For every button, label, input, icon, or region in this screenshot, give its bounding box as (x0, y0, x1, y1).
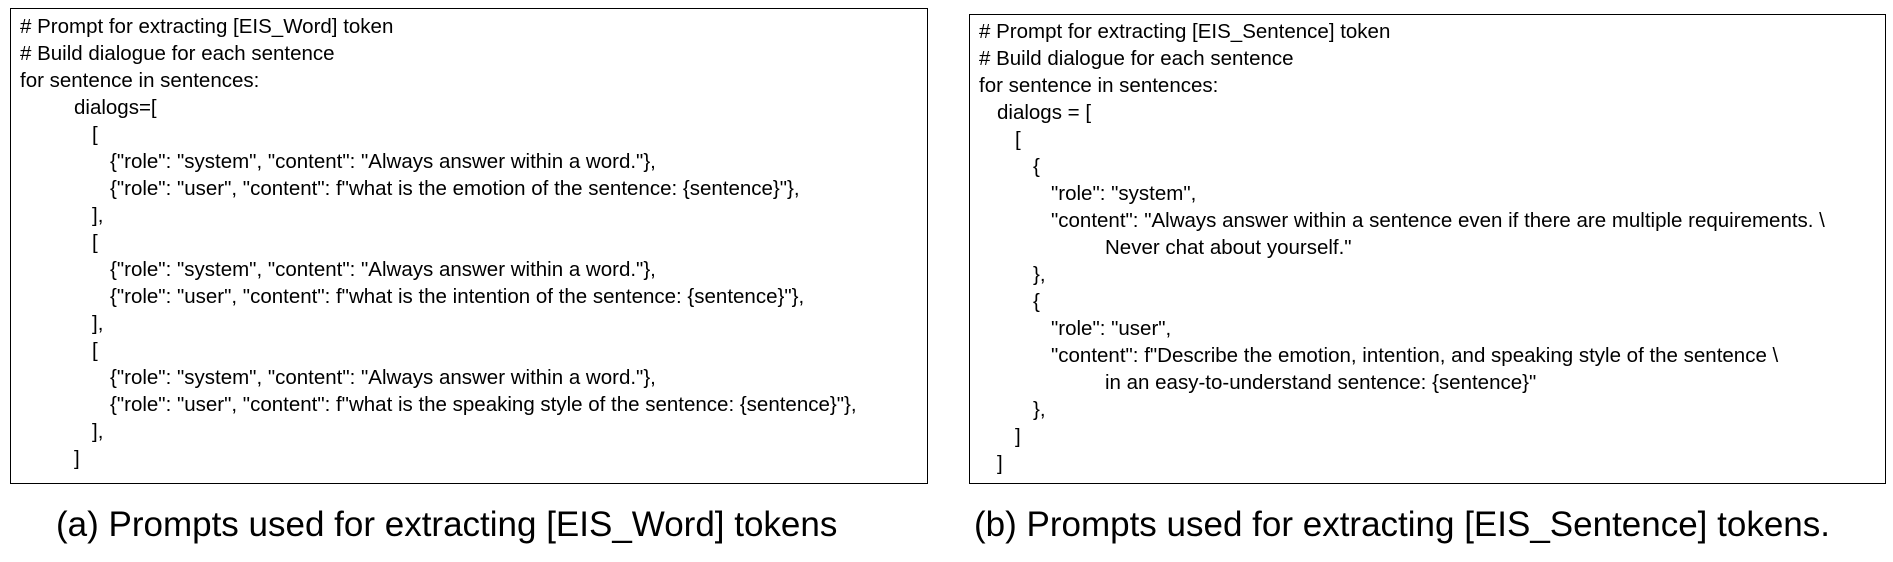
code-line: ] (1015, 425, 1021, 448)
code-line: ], (92, 312, 104, 335)
code-line: for sentence in sentences: (20, 69, 260, 92)
code-line: { (1033, 290, 1040, 313)
code-line: dialogs = [ (997, 101, 1092, 124)
code-line: "role": "system", (1051, 182, 1197, 205)
code-line: [ (92, 231, 98, 254)
prompt-box-eis-sentence: # Prompt for extracting [EIS_Sentence] t… (969, 14, 1886, 484)
code-line: {"role": "system", "content": "Always an… (110, 258, 656, 281)
code-line: dialogs=[ (74, 96, 157, 119)
code-line: [ (92, 339, 98, 362)
code-line: {"role": "user", "content": f"what is th… (110, 285, 805, 308)
code-line: [ (92, 123, 98, 146)
code-line: "role": "user", (1051, 317, 1172, 340)
code-line: }, (1033, 398, 1046, 421)
code-line: }, (1033, 263, 1046, 286)
code-line: ] (74, 447, 80, 470)
prompt-box-eis-word: # Prompt for extracting [EIS_Word] token… (10, 8, 928, 484)
code-line: "content": "Always answer within a sente… (1051, 209, 1825, 232)
code-line: ], (92, 204, 104, 227)
code-line: # Prompt for extracting [EIS_Word] token (20, 15, 394, 38)
code-line: # Build dialogue for each sentence (979, 47, 1294, 70)
code-line: # Prompt for extracting [EIS_Sentence] t… (979, 20, 1391, 43)
code-line: {"role": "system", "content": "Always an… (110, 366, 656, 389)
code-line: {"role": "user", "content": f"what is th… (110, 393, 857, 416)
code-line: { (1033, 155, 1040, 178)
code-line: "content": f"Describe the emotion, inten… (1051, 344, 1779, 367)
code-line: {"role": "user", "content": f"what is th… (110, 177, 800, 200)
code-line: ], (92, 420, 104, 443)
code-line: {"role": "system", "content": "Always an… (110, 150, 656, 173)
caption-b: (b) Prompts used for extracting [EIS_Sen… (974, 505, 1830, 544)
code-line: ] (997, 452, 1003, 475)
code-line: in an easy-to-understand sentence: {sent… (1105, 371, 1537, 394)
code-line: [ (1015, 128, 1021, 151)
caption-a: (a) Prompts used for extracting [EIS_Wor… (56, 505, 838, 544)
code-line: for sentence in sentences: (979, 74, 1219, 97)
code-line: Never chat about yourself." (1105, 236, 1352, 259)
code-line: # Build dialogue for each sentence (20, 42, 335, 65)
